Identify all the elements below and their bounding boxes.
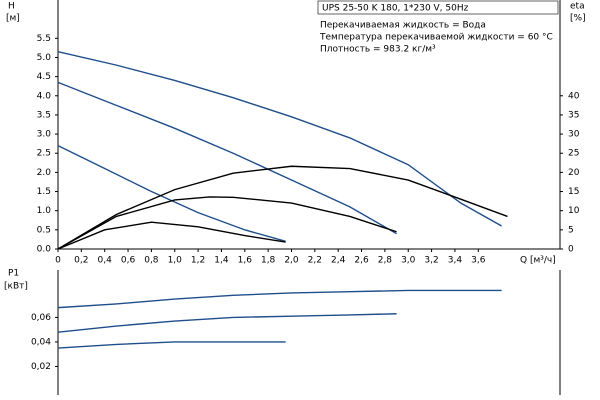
y2-tick-label: 0 bbox=[568, 245, 574, 255]
x-tick-label: 1,8 bbox=[261, 256, 276, 266]
curve bbox=[57, 51, 502, 227]
curve bbox=[57, 221, 286, 250]
title-box bbox=[317, 0, 559, 15]
y-label: P1 bbox=[8, 269, 19, 279]
y-tick-label: 0,06 bbox=[31, 313, 51, 323]
x-tick-label: 3,4 bbox=[448, 256, 463, 266]
y-tick-label: 0.5 bbox=[37, 225, 51, 235]
y-tick-label: 2.5 bbox=[37, 149, 51, 159]
x-tick-label: 3,6 bbox=[471, 256, 486, 266]
x-tick-label: 0,4 bbox=[98, 256, 113, 266]
x-tick-label: 0,8 bbox=[144, 256, 159, 266]
x-tick-label: 1,4 bbox=[214, 256, 229, 266]
curve bbox=[57, 165, 508, 250]
y-tick-label: 1.0 bbox=[37, 206, 52, 216]
y2-tick-label: 35 bbox=[568, 110, 579, 120]
y-tick-label: 4.5 bbox=[37, 72, 51, 82]
curve bbox=[57, 289, 502, 309]
y-tick-label: 0,02 bbox=[31, 362, 51, 372]
curve bbox=[57, 341, 286, 349]
y2-tick-label: 30 bbox=[568, 130, 580, 140]
y-tick-label: 4.0 bbox=[37, 91, 52, 101]
y2-label: eta bbox=[570, 2, 585, 12]
chart-title: UPS 25-50 K 180, 1*230 V, 50Hz bbox=[322, 4, 469, 14]
x-tick-label: 2,4 bbox=[331, 256, 346, 266]
x-tick-label: 0,2 bbox=[74, 256, 88, 266]
y2-tick-label: 20 bbox=[568, 168, 580, 178]
x-tick-label: 1,2 bbox=[191, 256, 205, 266]
x-tick-label: 0 bbox=[55, 256, 61, 266]
x-tick-label: 0,6 bbox=[121, 256, 136, 266]
x-tick-label: 2,2 bbox=[308, 256, 322, 266]
y-tick-label: 0,04 bbox=[31, 337, 51, 347]
x-tick-label: 2,0 bbox=[284, 256, 299, 266]
annotation: Температура перекачиваемой жидкости = 60… bbox=[319, 33, 553, 43]
y-tick-label: 5.5 bbox=[37, 34, 51, 44]
y2-tick-label: 15 bbox=[568, 187, 579, 197]
curve bbox=[57, 313, 397, 333]
y-tick-label: 3.5 bbox=[37, 110, 51, 120]
x-tick-label: 1,0 bbox=[168, 256, 183, 266]
y-tick-label: 1.5 bbox=[37, 187, 51, 197]
y-unit: [м] bbox=[6, 14, 20, 24]
y-label: H bbox=[8, 2, 15, 12]
y2-unit: [%] bbox=[570, 14, 586, 24]
curve bbox=[57, 81, 397, 235]
y2-tick-label: 5 bbox=[568, 225, 574, 235]
y-unit: [кВт] bbox=[4, 282, 28, 292]
curve bbox=[57, 144, 286, 243]
y-tick-label: 2.0 bbox=[37, 168, 52, 178]
x-tick-label: 3,2 bbox=[424, 256, 438, 266]
y-tick-label: 5.0 bbox=[37, 53, 52, 63]
x-tick-label: 1,6 bbox=[238, 256, 253, 266]
annotation: Перекачиваемая жидкость = Вода bbox=[320, 21, 486, 31]
x-label: Q [м³/ч] bbox=[520, 256, 556, 266]
y2-tick-label: 25 bbox=[568, 149, 579, 159]
annotation: Плотность = 983.2 кг/м³ bbox=[320, 45, 436, 55]
x-tick-label: 2,6 bbox=[354, 256, 369, 266]
y-tick-label: 3.0 bbox=[37, 130, 52, 140]
x-tick-label: 3,0 bbox=[401, 256, 416, 266]
curve bbox=[57, 196, 397, 250]
y-tick-label: 0.0 bbox=[37, 245, 52, 255]
y2-tick-label: 40 bbox=[568, 91, 580, 101]
y2-tick-label: 10 bbox=[568, 206, 580, 216]
x-tick-label: 2,8 bbox=[378, 256, 393, 266]
